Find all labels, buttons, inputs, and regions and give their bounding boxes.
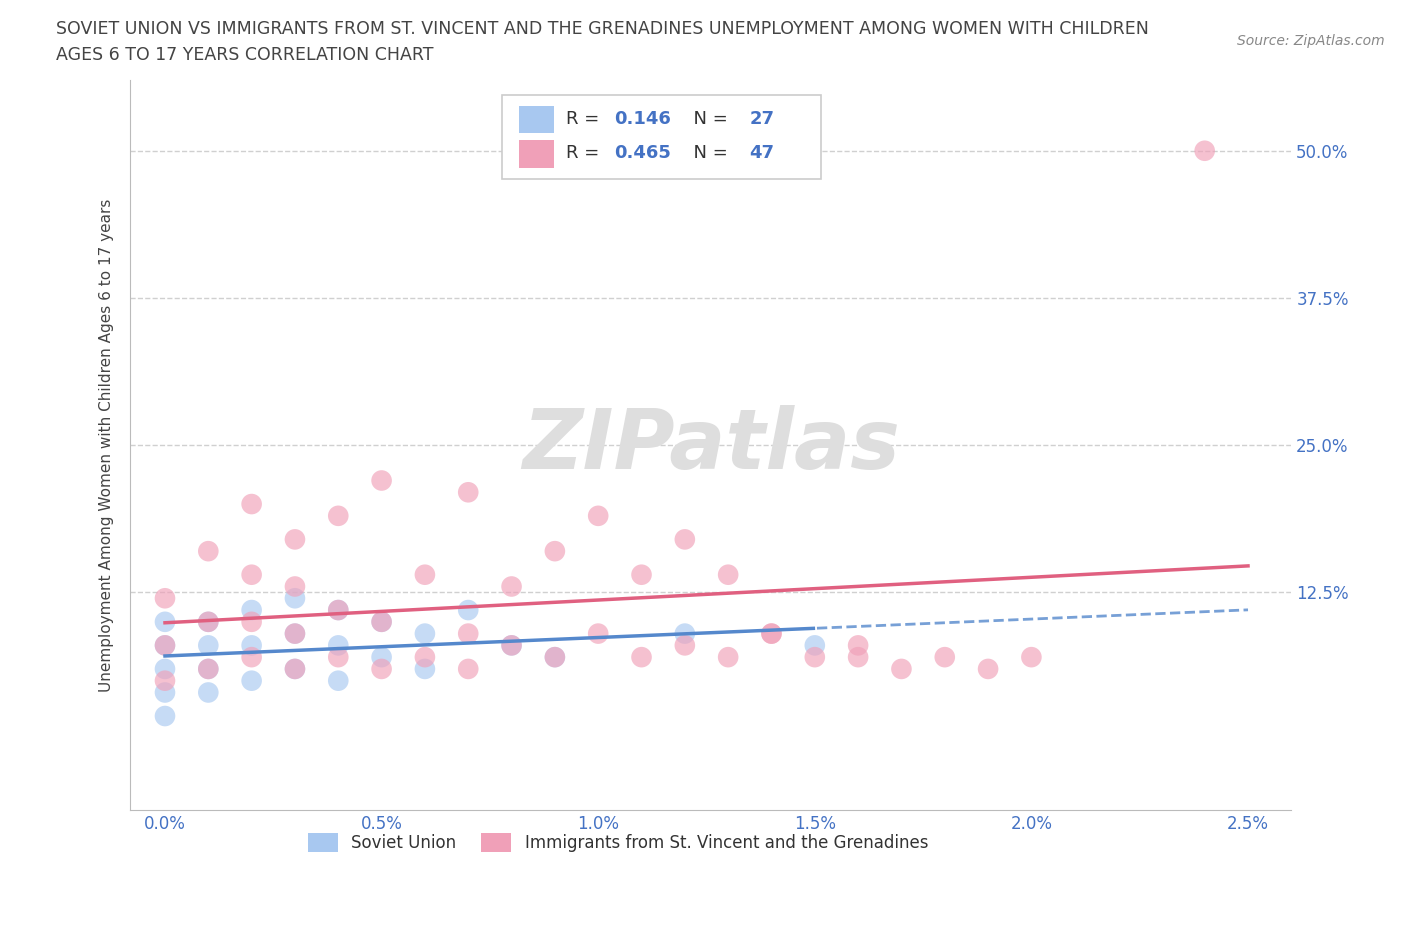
Point <box>370 473 392 488</box>
Point <box>1194 143 1216 158</box>
Point <box>197 638 219 653</box>
FancyBboxPatch shape <box>502 95 821 179</box>
Point <box>890 661 912 676</box>
Point <box>544 544 567 559</box>
Text: R =: R = <box>565 144 605 162</box>
Point <box>240 603 263 618</box>
Point <box>284 661 307 676</box>
Point <box>761 626 783 641</box>
Point <box>284 626 307 641</box>
Point <box>413 626 436 641</box>
Point <box>457 661 479 676</box>
Point <box>544 650 567 665</box>
Point <box>717 567 740 582</box>
Point <box>977 661 1000 676</box>
Point <box>413 567 436 582</box>
Point <box>284 532 307 547</box>
Point <box>586 626 609 641</box>
Point <box>284 591 307 605</box>
Point <box>328 650 350 665</box>
Point <box>501 579 523 594</box>
Text: Source: ZipAtlas.com: Source: ZipAtlas.com <box>1237 34 1385 48</box>
Text: AGES 6 TO 17 YEARS CORRELATION CHART: AGES 6 TO 17 YEARS CORRELATION CHART <box>56 46 433 64</box>
Point <box>153 685 176 700</box>
Point <box>284 661 307 676</box>
FancyBboxPatch shape <box>519 140 554 167</box>
Point <box>240 638 263 653</box>
Point <box>717 650 740 665</box>
Point <box>673 638 696 653</box>
Point <box>284 626 307 641</box>
Point <box>630 650 652 665</box>
Text: 0.465: 0.465 <box>614 144 671 162</box>
Point <box>457 603 479 618</box>
Point <box>1021 650 1043 665</box>
Text: ZIPatlas: ZIPatlas <box>522 405 900 485</box>
Point <box>328 603 350 618</box>
Text: 47: 47 <box>749 144 775 162</box>
Point <box>197 661 219 676</box>
Point <box>413 661 436 676</box>
Point <box>153 673 176 688</box>
Point <box>413 650 436 665</box>
Point <box>240 650 263 665</box>
Point <box>153 709 176 724</box>
Point <box>501 638 523 653</box>
Point <box>673 532 696 547</box>
Point <box>328 509 350 524</box>
Point <box>370 615 392 630</box>
Point <box>153 661 176 676</box>
Point <box>240 567 263 582</box>
Point <box>846 650 869 665</box>
Point <box>370 615 392 630</box>
Point <box>197 685 219 700</box>
Point <box>240 673 263 688</box>
Point <box>328 603 350 618</box>
Text: SOVIET UNION VS IMMIGRANTS FROM ST. VINCENT AND THE GRENADINES UNEMPLOYMENT AMON: SOVIET UNION VS IMMIGRANTS FROM ST. VINC… <box>56 20 1149 38</box>
Point <box>153 638 176 653</box>
Legend: Soviet Union, Immigrants from St. Vincent and the Grenadines: Soviet Union, Immigrants from St. Vincen… <box>299 824 936 860</box>
Point <box>457 626 479 641</box>
Point <box>328 673 350 688</box>
Point <box>284 579 307 594</box>
Point <box>586 509 609 524</box>
Point <box>197 544 219 559</box>
Point <box>501 638 523 653</box>
Text: N =: N = <box>682 110 734 127</box>
Y-axis label: Unemployment Among Women with Children Ages 6 to 17 years: Unemployment Among Women with Children A… <box>100 198 114 692</box>
Point <box>240 497 263 512</box>
Point <box>673 626 696 641</box>
Point <box>197 661 219 676</box>
Point <box>197 615 219 630</box>
Point <box>328 638 350 653</box>
Point <box>370 661 392 676</box>
Point <box>153 638 176 653</box>
Point <box>804 638 827 653</box>
Point <box>240 615 263 630</box>
Point <box>153 615 176 630</box>
Point <box>153 591 176 605</box>
Point <box>544 650 567 665</box>
Point <box>630 567 652 582</box>
FancyBboxPatch shape <box>519 106 554 133</box>
Point <box>197 615 219 630</box>
Point <box>804 650 827 665</box>
Point <box>370 650 392 665</box>
Point <box>846 638 869 653</box>
Point <box>457 485 479 499</box>
Text: 27: 27 <box>749 110 775 127</box>
Point <box>934 650 956 665</box>
Point <box>761 626 783 641</box>
Text: 0.146: 0.146 <box>614 110 671 127</box>
Text: R =: R = <box>565 110 605 127</box>
Text: N =: N = <box>682 144 734 162</box>
